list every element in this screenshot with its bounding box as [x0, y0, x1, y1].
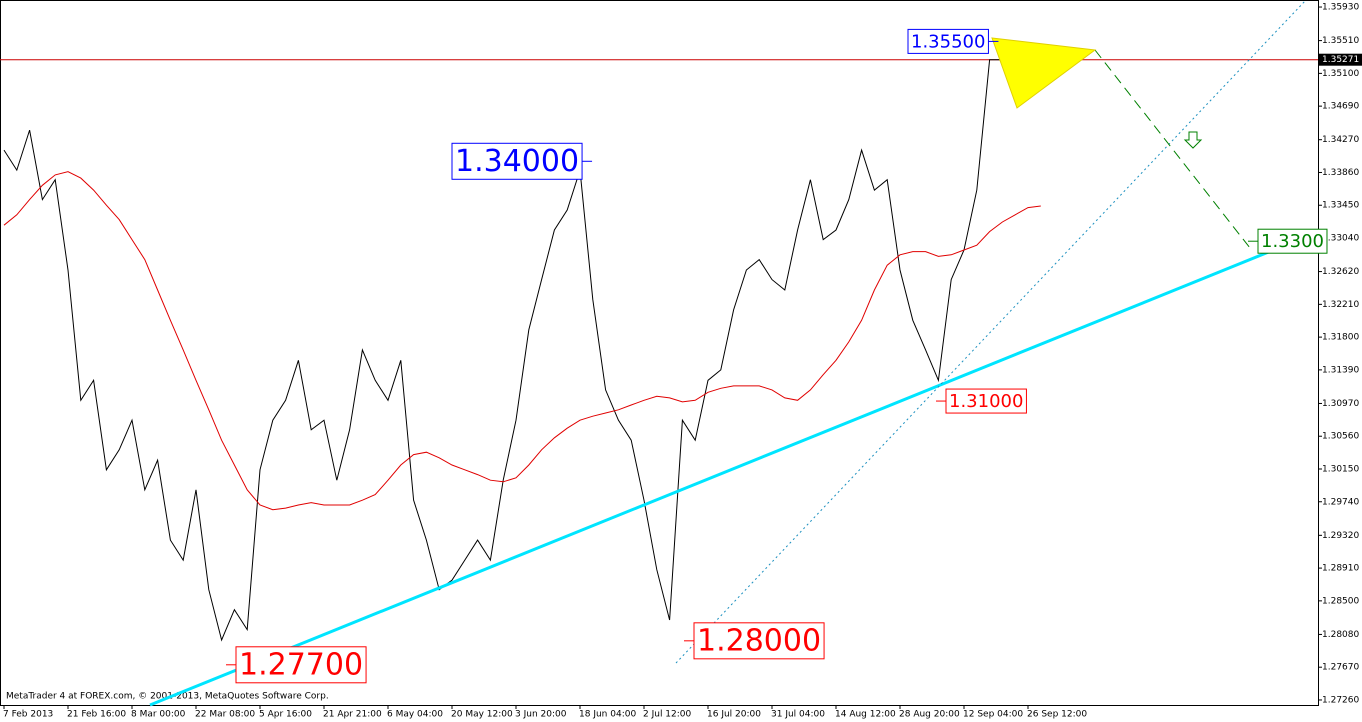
y-tick-label: 1.29740: [1322, 497, 1359, 507]
x-tick-label: 14 Aug 12:00: [835, 710, 896, 720]
y-tick-label: 1.30150: [1322, 464, 1359, 474]
x-tick-label: 31 Jul 04:00: [771, 710, 825, 720]
y-tick-label: 1.35100: [1322, 69, 1359, 79]
x-tick-label: 22 Mar 08:00: [195, 710, 255, 720]
y-tick-label: 1.33450: [1322, 201, 1359, 211]
annotation-box: [1257, 228, 1328, 254]
annotation-label: 1.31000: [949, 391, 1023, 412]
x-tick-label: 28 Aug 20:00: [899, 710, 960, 720]
x-tick-label: 2 Jul 12:00: [643, 710, 692, 720]
annotation-label: 1.28000: [697, 623, 821, 658]
annotation-box: [451, 142, 583, 180]
x-tick-label: 21 Feb 16:00: [67, 710, 126, 720]
current-price-box: [1319, 53, 1362, 66]
y-tick-label: 1.32210: [1322, 300, 1359, 310]
price-annotation: 1.27700: [226, 646, 367, 684]
y-tick-label: 1.32620: [1322, 267, 1359, 277]
annotation-label: 1.35500: [911, 31, 985, 52]
current-price-label: 1.35271: [1322, 55, 1359, 65]
x-tick-label: 8 Mar 00:00: [131, 710, 186, 720]
price-annotation: 1.31000: [936, 388, 1027, 414]
y-tick-label: 1.28910: [1322, 564, 1359, 574]
target-line: [1094, 49, 1251, 249]
down-arrow: [1183, 131, 1203, 149]
y-tick-label: 1.30560: [1322, 432, 1359, 442]
y-tick-label: 1.28080: [1322, 630, 1359, 640]
drawings: [149, 0, 1319, 707]
y-tick-label: 1.33040: [1322, 234, 1359, 244]
y-tick-label: 1.31800: [1322, 333, 1359, 343]
price-annotation: 1.34000: [451, 142, 593, 180]
pennant: [991, 37, 1097, 109]
x-tick-label: 16 Jul 20:00: [707, 710, 761, 720]
x-tick-label: 6 May 04:00: [387, 710, 443, 720]
x-tick-label: 3 Jun 20:00: [515, 710, 567, 720]
x-tick-label: 26 Sep 12:00: [1027, 710, 1087, 720]
annotation-box: [693, 622, 825, 660]
price-annotation: 1.28000: [684, 622, 825, 660]
x-tick-label: 20 May 12:00: [451, 710, 513, 720]
annotation-label: 1.34000: [455, 144, 579, 179]
annotation-box: [907, 28, 989, 54]
x-tick-label: 7 Feb 2013: [3, 710, 53, 720]
y-tick-label: 1.27670: [1322, 663, 1359, 673]
x-tick-label: 18 Jun 04:00: [579, 710, 636, 720]
plot-border: [0, 0, 1319, 706]
annotation-label: 1.3300: [1261, 231, 1324, 252]
y-tick-label: 1.35930: [1322, 3, 1359, 13]
annotation-label: 1.27700: [239, 647, 363, 682]
y-tick-label: 1.30970: [1322, 399, 1359, 409]
y-tick-label: 1.33860: [1322, 168, 1359, 178]
y-tick-label: 1.34690: [1322, 102, 1359, 112]
x-tick-label: 5 Apr 16:00: [259, 710, 312, 720]
y-tick-label: 1.35510: [1322, 36, 1359, 46]
y-tick-label: 1.29320: [1322, 531, 1359, 541]
y-tick-label: 1.28500: [1322, 596, 1359, 606]
price-annotation: 1.35500: [907, 28, 999, 54]
price-line: [3, 59, 1042, 642]
x-tick-label: 21 Apr 21:00: [323, 710, 382, 720]
y-tick-label: 1.34270: [1322, 135, 1359, 145]
y-tick-label: 1.27260: [1322, 695, 1359, 705]
annotation-box: [235, 646, 367, 684]
y-tick-label: 1.31390: [1322, 365, 1359, 375]
price-annotation: 1.3300: [1248, 228, 1328, 254]
support-line: [149, 230, 1319, 707]
x-tick-label: 12 Sep 04:00: [963, 710, 1023, 720]
annotation-box: [945, 388, 1027, 414]
moving-average: [3, 171, 1041, 511]
